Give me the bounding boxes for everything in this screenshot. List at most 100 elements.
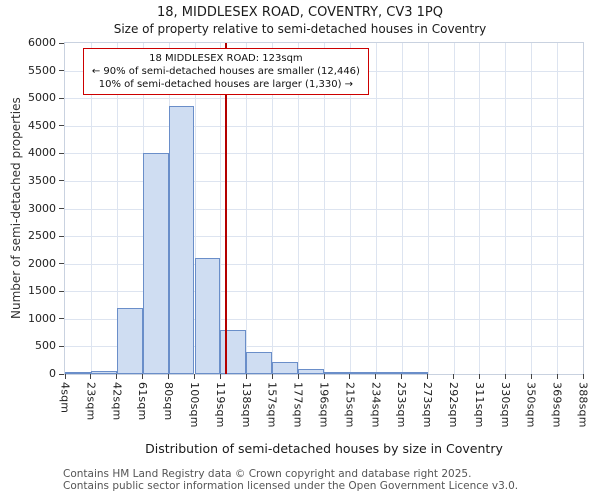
footer-line-2: Contains public sector information licen… bbox=[63, 480, 519, 492]
y-tick-label: 5500 bbox=[28, 63, 56, 77]
y-axis-tick bbox=[59, 42, 64, 44]
histogram-bar bbox=[375, 372, 402, 374]
y-tick-label: 4500 bbox=[28, 118, 56, 132]
x-axis-tick bbox=[219, 374, 221, 379]
x-tick-label: 138sqm bbox=[239, 382, 253, 428]
y-tick-label: 3000 bbox=[28, 201, 56, 215]
histogram-bar bbox=[116, 308, 143, 374]
y-axis-tick bbox=[59, 235, 64, 237]
x-axis-tick bbox=[271, 374, 273, 379]
x-tick-label: 388sqm bbox=[576, 382, 590, 428]
gridline-vertical bbox=[375, 43, 377, 374]
x-tick-label: 177sqm bbox=[291, 382, 305, 428]
y-axis-tick bbox=[59, 125, 64, 127]
gridline-vertical bbox=[194, 43, 196, 374]
x-tick-label: 80sqm bbox=[162, 382, 176, 421]
x-tick-label: 23sqm bbox=[84, 382, 98, 421]
histogram-bar bbox=[246, 352, 273, 374]
x-tick-label: 253sqm bbox=[395, 382, 409, 428]
x-axis-tick bbox=[504, 374, 506, 379]
gridline-vertical bbox=[531, 43, 533, 374]
x-axis-tick bbox=[530, 374, 532, 379]
histogram-bar bbox=[168, 106, 195, 374]
x-tick-label: 273sqm bbox=[421, 382, 435, 428]
y-tick-label: 1000 bbox=[28, 311, 56, 325]
y-tick-label: 500 bbox=[35, 339, 56, 353]
histogram-bar bbox=[349, 372, 376, 374]
x-axis-tick bbox=[453, 374, 454, 379]
y-tick-label: 6000 bbox=[28, 36, 56, 49]
x-tick-label: 330sqm bbox=[498, 382, 512, 428]
x-axis-label: Distribution of semi-detached houses by … bbox=[145, 441, 503, 456]
x-tick-label: 42sqm bbox=[110, 382, 124, 421]
attribution-footer: Contains HM Land Registry data © Crown c… bbox=[63, 468, 518, 492]
gridline-vertical bbox=[272, 43, 274, 374]
x-tick-label: 350sqm bbox=[524, 382, 538, 428]
annotation-property-line: 18 MIDDLESEX ROAD: 123sqm bbox=[149, 53, 303, 64]
y-tick-label: 2000 bbox=[28, 256, 56, 270]
annotation-smaller-line: ← 90% of semi-detached houses are smalle… bbox=[91, 66, 360, 77]
y-tick-label: 4000 bbox=[28, 146, 56, 160]
y-tick-label: 0 bbox=[49, 367, 56, 380]
gridline-vertical bbox=[479, 43, 481, 374]
y-tick-label: 3500 bbox=[28, 173, 56, 187]
x-axis-tick bbox=[245, 374, 247, 379]
gridline-vertical bbox=[453, 43, 455, 374]
x-axis-tick bbox=[375, 374, 377, 379]
y-axis-tick bbox=[59, 97, 64, 99]
x-axis-tick bbox=[427, 374, 429, 379]
y-axis-tick bbox=[59, 373, 64, 375]
x-axis-tick bbox=[323, 374, 325, 379]
histogram-bar bbox=[298, 369, 324, 374]
y-axis-tick bbox=[59, 318, 64, 320]
y-tick-label: 2500 bbox=[28, 229, 56, 243]
histogram-bar bbox=[194, 258, 221, 374]
gridline-vertical bbox=[349, 43, 351, 374]
x-tick-label: 157sqm bbox=[265, 382, 279, 428]
x-axis-tick bbox=[116, 374, 118, 379]
x-axis-tick bbox=[90, 374, 92, 379]
gridline-vertical bbox=[116, 43, 118, 374]
plot-area: 18 MIDDLESEX ROAD: 123sqm ← 90% of semi-… bbox=[28, 36, 590, 428]
x-axis-tick bbox=[349, 374, 351, 379]
annotation-larger-line: 10% of semi-detached houses are larger (… bbox=[98, 79, 354, 90]
y-axis-tick bbox=[59, 290, 64, 292]
gridline-vertical bbox=[505, 43, 507, 374]
histogram-bar bbox=[90, 371, 117, 374]
x-tick-label: 196sqm bbox=[317, 382, 331, 428]
gridline-vertical bbox=[220, 43, 222, 374]
x-axis-tick bbox=[556, 374, 558, 379]
x-tick-label: 292sqm bbox=[447, 382, 460, 428]
y-axis-label: Number of semi-detached properties bbox=[9, 97, 23, 320]
x-tick-label: 215sqm bbox=[343, 382, 357, 428]
x-axis-tick bbox=[142, 374, 144, 379]
y-axis-tick bbox=[59, 208, 64, 209]
histogram-bar bbox=[272, 362, 299, 374]
y-axis-tick bbox=[59, 263, 64, 265]
y-axis-tick bbox=[59, 152, 64, 154]
gridline-vertical bbox=[401, 43, 403, 374]
x-tick-label: 119sqm bbox=[213, 382, 227, 428]
x-tick-label: 4sqm bbox=[58, 382, 72, 414]
y-axis-tick bbox=[59, 70, 64, 72]
gridline-vertical bbox=[298, 43, 300, 374]
y-tick-label: 5000 bbox=[28, 91, 56, 105]
histogram-bar bbox=[142, 153, 169, 374]
x-tick-label: 61sqm bbox=[136, 382, 150, 421]
x-axis-tick bbox=[401, 374, 403, 379]
x-tick-label: 100sqm bbox=[188, 382, 201, 428]
x-tick-label: 311sqm bbox=[472, 382, 486, 428]
gridline-vertical bbox=[246, 43, 248, 374]
histogram-bar bbox=[220, 330, 247, 374]
x-axis-tick bbox=[194, 374, 195, 379]
footer-line-1: Contains HM Land Registry data © Crown c… bbox=[63, 468, 472, 480]
histogram-bar bbox=[65, 372, 91, 374]
annotation-box: 18 MIDDLESEX ROAD: 123sqm ← 90% of semi-… bbox=[82, 48, 369, 95]
gridline-vertical bbox=[90, 43, 92, 374]
x-axis-tick bbox=[297, 374, 299, 379]
x-tick-label: 234sqm bbox=[369, 382, 383, 428]
histogram-bar bbox=[324, 372, 350, 374]
x-axis-tick bbox=[64, 374, 66, 379]
histogram-bar bbox=[401, 372, 428, 374]
